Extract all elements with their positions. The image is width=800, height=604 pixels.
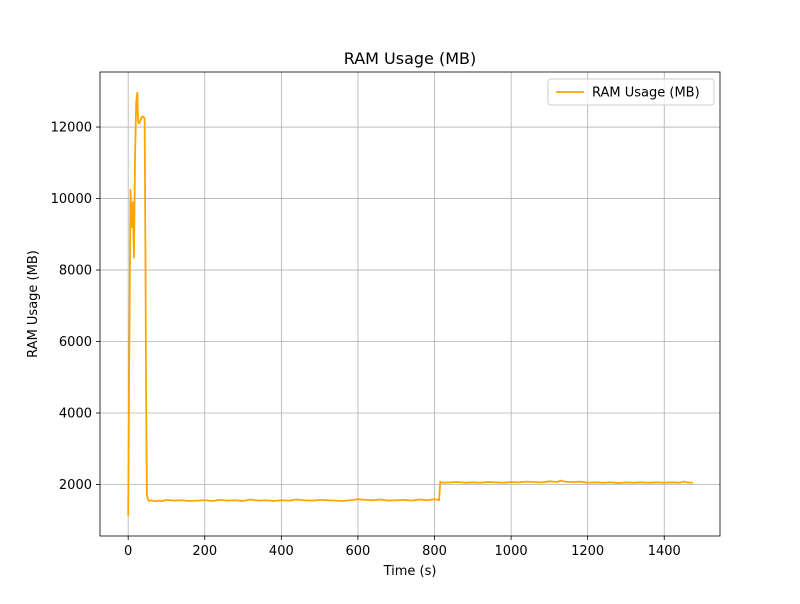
y-tick-label: 2000: [59, 478, 92, 493]
y-tick-label: 8000: [59, 264, 92, 279]
series-line: [127, 91, 693, 516]
ticks-layer: 0 200 400 600 800 1000 1200 1400 2000 4000 6000 800…: [51, 121, 681, 559]
grid-layer: [100, 72, 720, 536]
x-tick-label: 200: [192, 544, 217, 559]
axes-layer: [99, 71, 721, 537]
plot-frame: [99, 71, 721, 537]
x-tick-label: 1400: [648, 544, 681, 559]
chart-title: RAM Usage (MB): [344, 49, 477, 68]
x-tick-label: 1000: [495, 544, 528, 559]
y-axis-label: RAM Usage (MB): [26, 250, 41, 358]
y-tick-label: 6000: [59, 335, 92, 350]
x-tick-label: 600: [346, 544, 371, 559]
x-axis-label: Time (s): [383, 564, 437, 579]
x-tick-label: 1200: [571, 544, 604, 559]
x-tick-label: 800: [422, 544, 447, 559]
x-tick-label: 400: [269, 544, 294, 559]
line-layer: [127, 91, 693, 516]
y-tick-label: 10000: [51, 192, 92, 207]
legend-box: [547, 78, 715, 106]
y-tick-label: 12000: [51, 121, 92, 136]
legend: RAM Usage (MB): [547, 78, 715, 106]
x-tick-label: 0: [124, 544, 132, 559]
legend-label: RAM Usage (MB): [592, 86, 700, 101]
y-tick-label: 4000: [59, 407, 92, 422]
